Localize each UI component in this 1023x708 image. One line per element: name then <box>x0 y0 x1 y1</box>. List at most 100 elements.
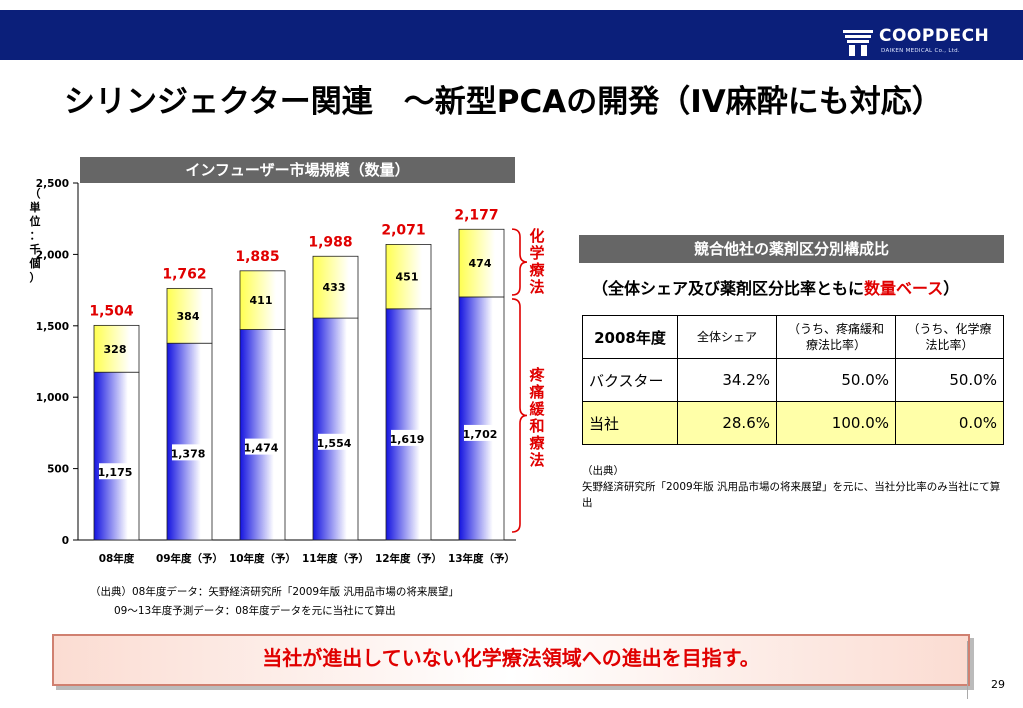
unit-label-char: ） <box>30 271 41 284</box>
header-share: 全体シェア <box>677 315 777 359</box>
x-tick-label: 10年度（予） <box>229 552 296 565</box>
sub-suffix: ） <box>943 279 960 298</box>
total-label: 2,177 <box>454 207 498 223</box>
row-share: 34.2% <box>677 358 777 402</box>
data-label-chemo: 451 <box>396 271 419 284</box>
x-tick-label: 12年度（予） <box>375 552 442 565</box>
header-year: 2008年度 <box>582 315 678 359</box>
y-tick-label: 1,500 <box>36 321 69 333</box>
data-label-chemo: 433 <box>323 281 346 294</box>
y-tick-label: 500 <box>47 464 69 476</box>
table-row: 当社 28.6% 100.0% 0.0% <box>582 401 1004 445</box>
y-tick-label: 2,500 <box>36 178 69 190</box>
data-label-bg <box>318 433 351 450</box>
row-chemo: 50.0% <box>895 358 1004 402</box>
chart-source-note: （出典）08年度データ：矢野経済研究所「2009年版 汎用品市場の将来展望」 0… <box>90 583 459 621</box>
chart-heading: インフューザー市場規模（数量） <box>80 157 515 183</box>
sub-prefix: （全体シェア及び薬剤区分比率ともに <box>592 279 865 298</box>
logo-subtext: DAIKEN MEDICAL Co., Ltd. <box>881 48 960 54</box>
bar-segment-pain <box>93 371 140 541</box>
data-label-chemo: 384 <box>177 310 200 323</box>
conclusion-banner: 当社が進出していない化学療法領域への進出を目指す。 <box>52 634 970 686</box>
bar-segment-pain <box>312 317 359 541</box>
total-label: 1,762 <box>162 266 206 282</box>
chemo-bracket-label: 学 <box>529 244 544 262</box>
right-source-note: （出典） 矢野経済研究所「2009年版 汎用品市場の将来展望」を元に、当社分比率… <box>582 463 1002 511</box>
chemo-bracket-label: 療 <box>529 261 545 279</box>
unit-label-char: 個 <box>29 256 41 270</box>
pain-bracket-label: 療 <box>529 434 545 452</box>
unit-label-char: 位 <box>30 214 41 228</box>
bar-segment-chemo <box>166 287 213 344</box>
source-line-2: 09～13年度予測データ：08年度データを元に当社にて算出 <box>114 605 396 617</box>
chemo-bracket <box>511 228 528 296</box>
x-tick-label: 09年度（予） <box>156 552 223 565</box>
total-label: 1,504 <box>89 303 134 319</box>
data-label-bg <box>391 429 424 446</box>
pain-bracket-label: 和 <box>529 417 544 435</box>
data-label-bg <box>99 463 132 480</box>
data-label-bg <box>245 438 278 455</box>
bar-segment-pain <box>239 329 286 541</box>
x-tick-label: 08年度 <box>99 552 135 565</box>
data-label-pain: 1,702 <box>463 428 498 441</box>
row-share: 28.6% <box>677 401 777 445</box>
pain-bracket-label: 疼 <box>529 366 545 384</box>
chemo-bracket-label: 法 <box>529 278 544 296</box>
y-tick-label: 2,000 <box>36 249 69 261</box>
row-pain: 50.0% <box>776 358 896 402</box>
data-label-bg <box>464 424 497 441</box>
data-label-pain: 1,175 <box>98 466 133 479</box>
page-title: シリンジェクター関連 ～新型PCAの開発（IV麻酔にも対応） <box>64 84 943 120</box>
bar-segment-chemo <box>93 324 140 373</box>
bar-segment-chemo <box>239 270 286 330</box>
bar-segment-pain <box>166 342 213 541</box>
logo-text: COOPDECH <box>879 26 990 46</box>
source-text: 矢野経済研究所「2009年版 汎用品市場の将来展望」を元に、当社分比率のみ当社に… <box>582 481 1001 509</box>
data-label-pain: 1,474 <box>244 442 279 455</box>
banner-text: 当社が進出していない化学療法領域への進出を目指す。 <box>262 646 760 670</box>
competitor-heading: 競合他社の薬剤区分別構成比 <box>579 235 1004 263</box>
source-line-1: （出典）08年度データ：矢野経済研究所「2009年版 汎用品市場の将来展望」 <box>90 586 459 598</box>
data-label-chemo: 411 <box>250 294 273 307</box>
page-number: 29 <box>991 678 1005 691</box>
bar-segment-chemo <box>312 255 359 319</box>
chemo-bracket-label: 化 <box>529 227 544 245</box>
total-label: 1,988 <box>308 234 352 250</box>
row-name: 当社 <box>582 401 678 445</box>
header-pain-ratio: （うち、疼痛緩和療法比率） <box>776 315 896 359</box>
competitor-subheading: （全体シェア及び薬剤区分比率ともに数量ベース） <box>592 275 959 299</box>
row-chemo: 0.0% <box>895 401 1004 445</box>
pain-bracket-label: 緩 <box>529 400 545 418</box>
source-label: （出典） <box>582 465 624 477</box>
header-chemo-ratio: （うち、化学療法比率） <box>895 315 1004 359</box>
y-tick-label: 1,000 <box>36 392 69 404</box>
unit-label-char: （ <box>30 187 41 200</box>
header-bar: COOPDECH DAIKEN MEDICAL Co., Ltd. <box>0 10 1023 60</box>
unit-label-char: 千 <box>30 242 41 256</box>
total-label: 2,071 <box>381 222 425 238</box>
pain-bracket-label: 法 <box>529 451 544 469</box>
pain-bracket-label: 痛 <box>528 383 544 401</box>
data-label-chemo: 474 <box>469 257 492 270</box>
bar-segment-chemo <box>458 228 505 298</box>
row-pain: 100.0% <box>776 401 896 445</box>
data-label-pain: 1,554 <box>317 437 352 450</box>
logo-mark-icon <box>843 30 873 56</box>
data-label-chemo: 328 <box>104 343 127 356</box>
pain-bracket <box>511 298 528 533</box>
bar-segment-pain <box>385 308 432 541</box>
x-tick-label: 13年度（予） <box>448 552 515 565</box>
data-label-pain: 1,619 <box>390 433 425 446</box>
bar-segment-pain <box>458 296 505 541</box>
row-name: バクスター <box>582 358 678 402</box>
company-logo: COOPDECH DAIKEN MEDICAL Co., Ltd. <box>841 24 991 64</box>
y-tick-label: 0 <box>62 535 69 547</box>
table-row: バクスター 34.2% 50.0% 50.0% <box>582 358 1004 402</box>
market-size-chart: 0 500 1,000 1,500 2,000 2,500（単位：千個） 1,175 328 1… <box>29 178 546 565</box>
bar-segment-chemo <box>385 244 432 310</box>
total-label: 1,885 <box>235 249 279 265</box>
table-header-row: 2008年度 全体シェア （うち、疼痛緩和療法比率） （うち、化学療法比率） <box>582 315 1004 359</box>
unit-label-char: ： <box>30 229 41 242</box>
data-label-pain: 1,378 <box>171 447 206 460</box>
